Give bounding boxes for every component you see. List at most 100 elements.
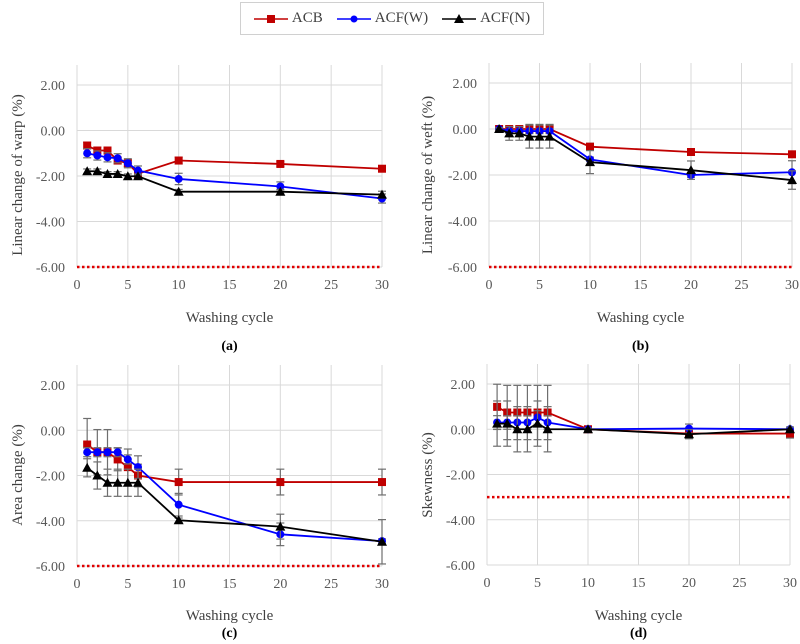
x-tick-label: 15 bbox=[223, 278, 237, 293]
legend-label: ACF(N) bbox=[480, 10, 531, 26]
x-tick-label: 20 bbox=[682, 576, 696, 591]
data-point-triangle bbox=[542, 424, 553, 434]
triangle-marker-icon bbox=[442, 13, 477, 23]
x-tick-label: 5 bbox=[124, 278, 131, 293]
x-tick-label: 15 bbox=[223, 577, 237, 592]
y-tick-label: 0.00 bbox=[451, 423, 476, 438]
legend-item-acb: ACB bbox=[253, 10, 323, 27]
data-point-triangle bbox=[275, 186, 286, 196]
data-point-triangle bbox=[524, 131, 535, 141]
data-point-circle bbox=[123, 159, 132, 168]
series-acfn bbox=[82, 166, 387, 199]
x-tick-label: 0 bbox=[74, 278, 81, 293]
y-tick-label: -6.00 bbox=[448, 261, 477, 276]
data-point-triangle bbox=[173, 186, 184, 196]
data-point-square bbox=[276, 478, 285, 487]
data-point-circle bbox=[685, 424, 693, 433]
panel-label: (a) bbox=[221, 339, 238, 354]
data-point-circle bbox=[134, 166, 142, 175]
legend: ACB ACF(W) ACF(N) bbox=[240, 2, 544, 35]
data-point-square bbox=[83, 440, 92, 449]
data-point-circle bbox=[113, 448, 122, 457]
panel-label: (d) bbox=[630, 626, 647, 641]
y-tick-label: 2.00 bbox=[453, 77, 478, 92]
y-tick-label: -2.00 bbox=[36, 470, 65, 485]
data-point-triangle bbox=[112, 477, 123, 487]
x-axis-label: Washing cycle bbox=[186, 310, 274, 326]
x-tick-label: 10 bbox=[172, 278, 186, 293]
x-tick-label: 30 bbox=[375, 278, 389, 293]
data-point-triangle bbox=[82, 462, 93, 472]
data-point-square bbox=[276, 159, 285, 168]
data-point-triangle bbox=[173, 515, 184, 525]
data-point-square bbox=[174, 156, 183, 165]
y-tick-label: -4.00 bbox=[36, 515, 65, 530]
y-tick-label: 0.00 bbox=[453, 123, 478, 138]
series-acfw bbox=[83, 148, 386, 204]
data-point-triangle bbox=[686, 165, 696, 175]
series-line bbox=[498, 128, 793, 181]
data-point-triangle bbox=[122, 477, 133, 487]
data-point-circle bbox=[83, 149, 92, 158]
data-point-square bbox=[788, 150, 796, 159]
data-point-triangle bbox=[133, 477, 143, 487]
x-tick-label: 25 bbox=[733, 576, 747, 591]
data-point-circle bbox=[83, 448, 92, 457]
data-point-circle bbox=[174, 174, 183, 183]
chart-panel-d: 0 5 10 15 20 25 30 2.00 0.00 -2.00 -4.00 -6.00 Washi… bbox=[420, 364, 797, 641]
x-tick-label: 0 bbox=[484, 576, 491, 591]
x-tick-label: 20 bbox=[273, 278, 287, 293]
legend-label: ACF(W) bbox=[374, 10, 429, 26]
data-point-circle bbox=[113, 154, 122, 163]
y-tick-label: -6.00 bbox=[36, 261, 65, 276]
chart-panel-c: 0 5 10 15 20 25 30 2.00 0.00 -2.00 -4.00 -6.00 Washi… bbox=[10, 365, 389, 641]
data-point-square bbox=[83, 141, 92, 150]
y-tick-label: 0.00 bbox=[41, 424, 66, 439]
x-axis-label: Washing cycle bbox=[186, 608, 274, 624]
y-axis-label: Skewness (%) bbox=[420, 432, 436, 517]
data-point-square bbox=[123, 463, 132, 472]
x-tick-label: 20 bbox=[273, 577, 287, 592]
data-point-triangle bbox=[502, 418, 513, 428]
x-tick-label: 5 bbox=[534, 576, 541, 591]
x-axis-label: Washing cycle bbox=[597, 310, 685, 326]
square-marker-icon bbox=[253, 14, 288, 23]
panel-label: (c) bbox=[222, 626, 238, 641]
data-point-triangle bbox=[532, 418, 543, 428]
x-tick-label: 10 bbox=[583, 278, 597, 293]
data-point-triangle bbox=[122, 171, 133, 181]
data-point-triangle bbox=[585, 157, 595, 167]
x-tick-label: 30 bbox=[785, 278, 799, 293]
x-tick-label: 25 bbox=[324, 278, 338, 293]
x-tick-label: 15 bbox=[634, 278, 648, 293]
series-acfn bbox=[82, 458, 387, 565]
data-point-circle bbox=[174, 500, 183, 509]
x-tick-label: 20 bbox=[684, 278, 698, 293]
chart-panel-a: 0 5 10 15 20 25 30 2.00 0.00 -2.00 -4.00 -6.00 Washi… bbox=[10, 65, 389, 354]
x-tick-label: 25 bbox=[735, 278, 749, 293]
data-point-triangle bbox=[377, 189, 387, 199]
legend-item-acfn: ACF(N) bbox=[442, 10, 530, 27]
data-point-circle bbox=[276, 182, 285, 191]
data-point-triangle bbox=[785, 424, 795, 434]
data-point-triangle bbox=[102, 168, 113, 178]
y-axis-label: Linear change of weft (%) bbox=[420, 96, 436, 254]
data-point-square bbox=[174, 478, 183, 487]
series-acfn bbox=[492, 400, 795, 453]
x-tick-label: 5 bbox=[124, 577, 131, 592]
y-axis-label: Area change (%) bbox=[10, 424, 26, 526]
data-point-circle bbox=[103, 448, 112, 457]
data-point-triangle bbox=[275, 521, 286, 531]
series-acfn bbox=[494, 124, 797, 190]
series-line bbox=[86, 467, 383, 543]
data-point-square bbox=[103, 146, 112, 155]
data-point-triangle bbox=[133, 171, 143, 181]
data-point-triangle bbox=[787, 175, 797, 185]
x-tick-label: 0 bbox=[74, 577, 81, 592]
legend-item-acfw: ACF(W) bbox=[336, 10, 429, 27]
data-point-triangle bbox=[684, 429, 694, 439]
data-point-circle bbox=[93, 448, 102, 457]
legend-label: ACB bbox=[291, 10, 323, 26]
x-tick-label: 15 bbox=[632, 576, 646, 591]
